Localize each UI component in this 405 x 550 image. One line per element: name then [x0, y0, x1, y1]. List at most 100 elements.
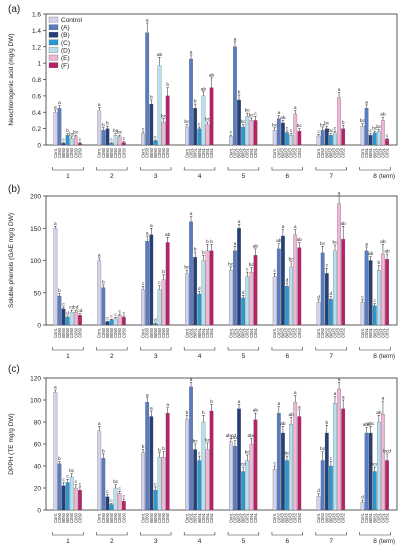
sample-label: B050 — [153, 327, 158, 337]
bar — [185, 273, 189, 326]
bar — [276, 118, 281, 146]
y-tick-label: 80 — [34, 420, 42, 427]
bar — [360, 302, 365, 326]
sample-label: C050 — [69, 147, 74, 158]
significance-letter: bc — [69, 131, 75, 137]
term-bracket — [227, 167, 260, 171]
legend-label: (B) — [61, 32, 70, 39]
sample-label: C051 — [376, 147, 381, 158]
significance-letter: c — [330, 457, 333, 462]
significance-letter: b — [66, 128, 69, 134]
sample-label: B050 — [153, 147, 158, 157]
significance-letter: a — [190, 50, 193, 55]
x-axis-label: (term) — [379, 539, 395, 545]
sample-label: C050 — [113, 512, 118, 523]
significance-letter: a — [365, 242, 368, 247]
bar — [364, 250, 369, 326]
bar — [205, 250, 210, 326]
significance-letter: c — [198, 452, 201, 457]
significance-letter: c — [66, 475, 69, 480]
significance-letter: bc — [245, 108, 251, 114]
significance-letter: ab — [201, 86, 207, 92]
y-tick-label: 150 — [30, 226, 41, 233]
bar — [228, 136, 233, 146]
sample-label: C050 — [161, 327, 166, 338]
x-tick-label: 5 — [242, 538, 246, 545]
bar — [197, 128, 202, 146]
bar — [233, 46, 237, 146]
significance-letter: a — [294, 391, 297, 396]
sample-label: B052 — [324, 147, 329, 157]
significance-letter: bc — [324, 121, 330, 127]
significance-letter: b — [102, 122, 105, 128]
bar — [333, 403, 337, 511]
bar — [157, 457, 162, 511]
sample-label: C052 — [332, 147, 337, 158]
significance-letter: b — [102, 448, 105, 454]
bar — [61, 485, 66, 511]
significance-letter: d — [286, 278, 289, 284]
sample-label: C051 — [201, 327, 206, 338]
sample-label: C052 — [289, 327, 294, 338]
bar — [69, 138, 74, 146]
bar — [360, 126, 365, 146]
significance-letter: b — [210, 399, 213, 405]
y-tick-label: 0.4 — [32, 110, 41, 117]
sample-label: C050 — [57, 327, 62, 338]
bar — [276, 248, 281, 326]
bar — [97, 430, 102, 511]
significance-letter: c — [369, 129, 372, 134]
significance-letter: abc — [363, 422, 371, 428]
term-bracket — [271, 347, 303, 351]
sample-label: C050 — [121, 512, 126, 523]
term-bracket — [140, 532, 172, 536]
significance-letter: a — [234, 242, 237, 247]
term-bracket — [359, 167, 391, 171]
sample-label: C050 — [113, 147, 118, 158]
legend-swatch — [48, 62, 59, 68]
bar — [145, 241, 150, 326]
sample-label: C050 — [121, 327, 126, 338]
sample-label: C051 — [245, 512, 250, 523]
bar — [97, 110, 102, 146]
sample-label: Cont. — [272, 148, 277, 158]
significance-letter: a — [54, 386, 57, 391]
significance-letter: a — [98, 103, 101, 108]
significance-letter: bcd — [231, 435, 239, 441]
x-tick-label: 5 — [242, 353, 246, 360]
significance-letter: bc — [297, 123, 303, 129]
significance-letter: abc — [367, 421, 375, 427]
sample-label: Cont. — [272, 513, 277, 523]
significance-letter: bc — [272, 122, 278, 128]
sample-label: C051 — [249, 147, 254, 158]
sample-label: C051 — [376, 327, 381, 338]
significance-letter: ab — [380, 112, 386, 118]
legend-label: (C) — [61, 40, 70, 47]
bar — [341, 408, 346, 511]
sample-label: B052 — [328, 512, 333, 522]
significance-letter: bc — [161, 113, 167, 119]
significance-letter: a — [150, 407, 153, 412]
significance-letter: bc — [241, 119, 247, 125]
significance-letter: ab — [253, 408, 259, 414]
bar — [285, 460, 289, 511]
bar — [97, 260, 102, 326]
y-tick-label: 0.8 — [32, 77, 41, 84]
sample-label: B051 — [197, 512, 202, 522]
legend-swatch — [48, 54, 59, 61]
sample-label: Cont. — [141, 148, 146, 158]
significance-letter: c — [317, 130, 320, 135]
significance-letter: b — [194, 247, 197, 253]
x-tick-label: 3 — [154, 173, 158, 180]
sample-label: B051 — [193, 147, 198, 157]
bar — [241, 471, 246, 511]
sample-label: B050 — [149, 512, 154, 522]
significance-letter: a — [338, 88, 341, 93]
sample-label: C052 — [337, 327, 342, 338]
y-tick-label: 50 — [34, 290, 42, 297]
bar — [161, 457, 166, 511]
x-tick-label: 2 — [110, 353, 114, 360]
significance-letter: c — [142, 127, 145, 132]
bar — [185, 419, 189, 511]
